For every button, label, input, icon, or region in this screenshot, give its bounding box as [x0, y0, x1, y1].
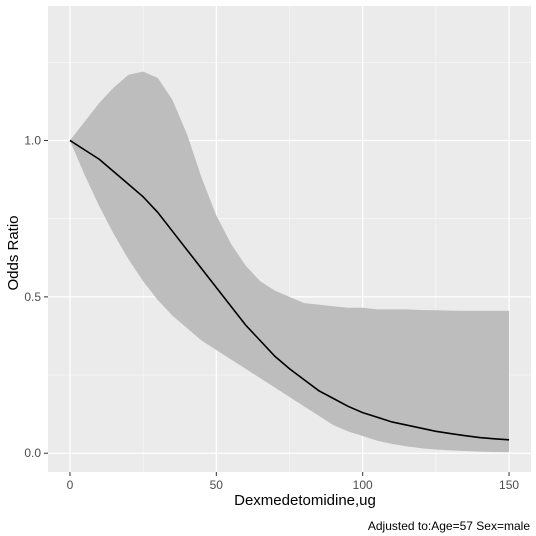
y-tick-label: 1.0: [24, 133, 41, 147]
y-tick-label: 0.5: [24, 290, 41, 304]
chart-caption: Adjusted to:Age=57 Sex=male: [368, 519, 530, 533]
x-tick-label: 150: [499, 478, 519, 492]
y-tick-label: 0.0: [24, 446, 41, 460]
odds-ratio-line: [69, 139, 510, 441]
x-tick-label: 100: [353, 478, 373, 492]
y-axis-ticks: 0.0 0.5 1.0: [24, 133, 48, 460]
x-tick-label: 50: [210, 478, 224, 492]
x-axis-ticks: 0 50 100 150: [67, 472, 519, 492]
x-axis-title: Dexmedetomidine,ug: [234, 492, 376, 509]
y-axis-title: Odds Ratio: [5, 215, 22, 290]
x-tick-label: 0: [67, 478, 74, 492]
confidence-ribbon: [69, 71, 510, 453]
